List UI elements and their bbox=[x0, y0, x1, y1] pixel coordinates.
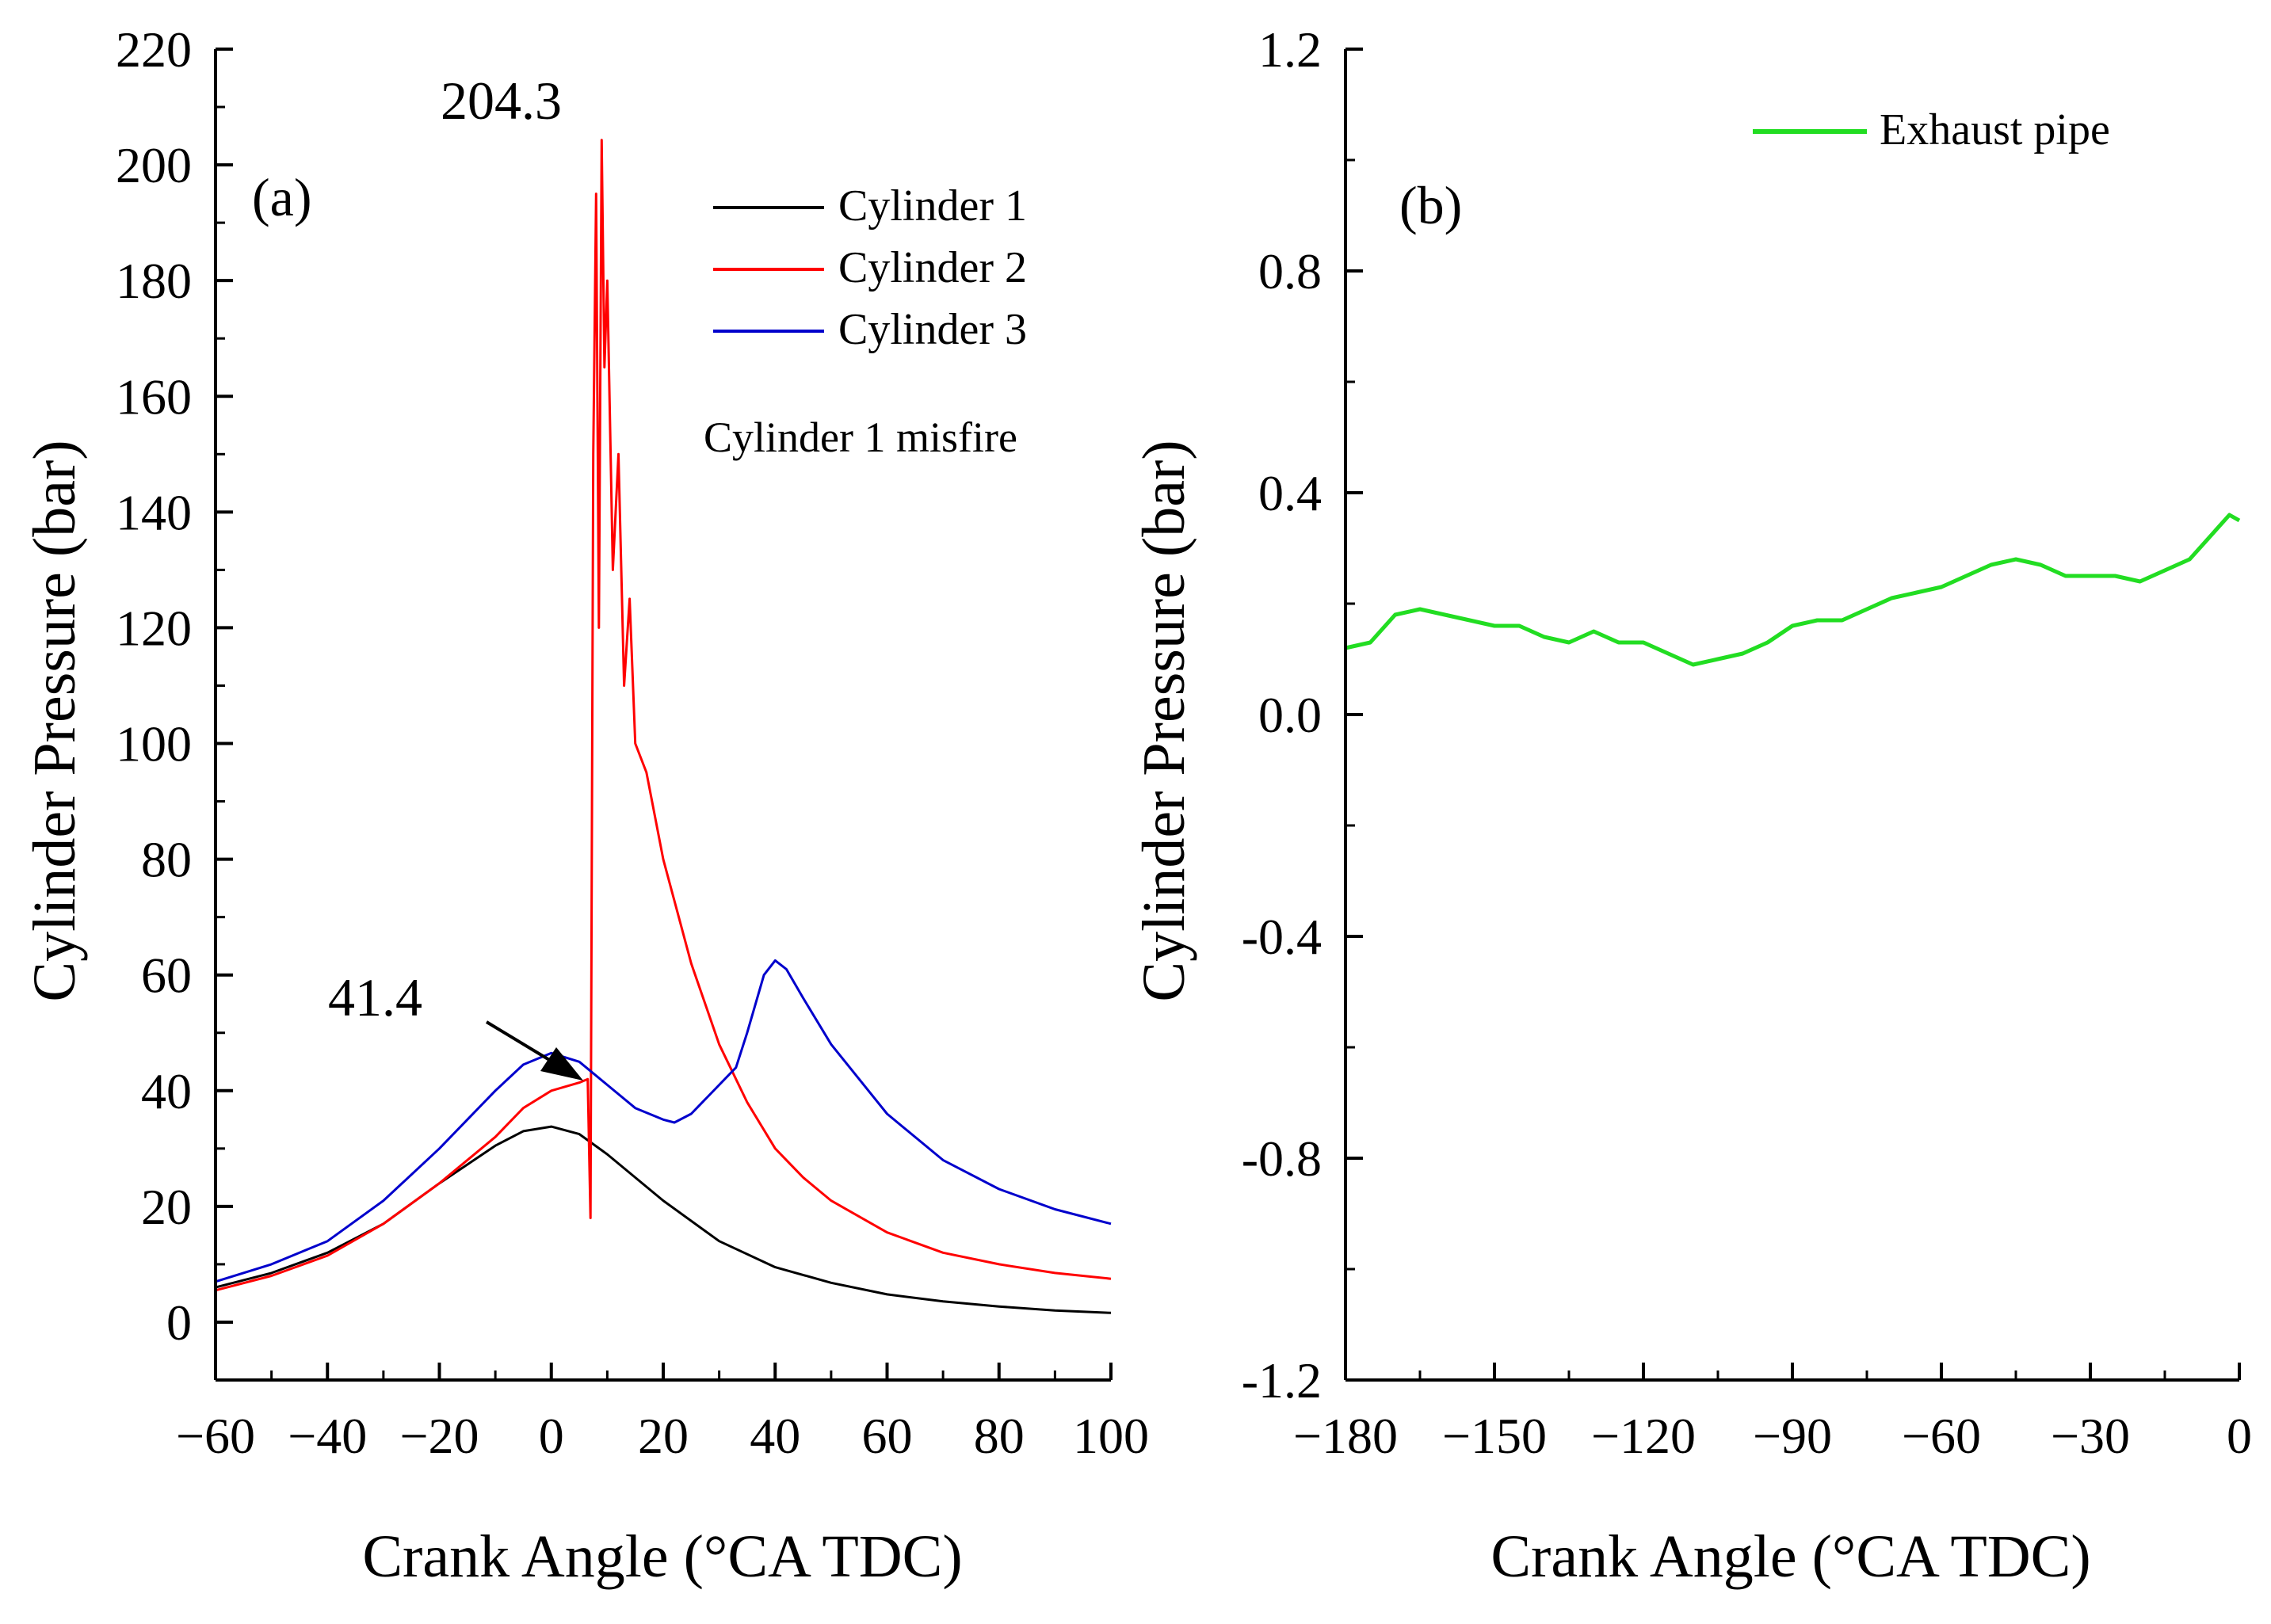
panel-b-axes bbox=[1344, 49, 2239, 1382]
panel-b-legend: Exhaust pipe bbox=[1753, 105, 2110, 154]
x-tick-label: 100 bbox=[1073, 1408, 1149, 1464]
panel-a-tag: (a) bbox=[252, 167, 311, 227]
peak-label-204: 204.3 bbox=[441, 71, 562, 131]
x-tick-label: −30 bbox=[2051, 1408, 2130, 1464]
y-tick-label: 0.8 bbox=[1258, 243, 1322, 299]
y-tick-label: 1.2 bbox=[1258, 21, 1322, 78]
y-tick-label: -0.8 bbox=[1242, 1130, 1322, 1187]
y-tick-label: 220 bbox=[116, 21, 192, 78]
panel-a-x-axis-title: Crank Angle (°CA TDC) bbox=[362, 1523, 962, 1590]
panel-b-ticks: −180 −150 −120 −90 −60 −30 0 -1.2 -0.8 -0.4 0.0 0.4… bbox=[1242, 21, 2252, 1464]
x-tick-label: −150 bbox=[1442, 1408, 1547, 1464]
peak-label-41: 41.4 bbox=[328, 967, 422, 1027]
panel-b-chart: −180 −150 −120 −90 −60 −30 0 -1.2 -0.8 -0.4 0.0 0.4… bbox=[1131, 21, 2252, 1590]
y-tick-label: 0 bbox=[166, 1294, 192, 1351]
panel-a-ticks: −60 −40 −20 0 20 40 60 80 100 0 20 40 60 80 100 120 140 1… bbox=[116, 21, 1149, 1464]
x-tick-label: −60 bbox=[1902, 1408, 1981, 1464]
panel-a-chart: −60 −40 −20 0 20 40 60 80 100 0 20 40 60 80 100 120 140 1… bbox=[21, 21, 1149, 1590]
y-tick-label: 200 bbox=[116, 137, 192, 193]
panel-b-series bbox=[1345, 513, 2241, 667]
panel-a-y-axis-title: Cylinder Pressure (bar) bbox=[21, 440, 88, 1001]
x-tick-label: −20 bbox=[399, 1408, 479, 1464]
legend-label: Cylinder 3 bbox=[838, 305, 1027, 354]
panel-b-x-axis-title: Crank Angle (°CA TDC) bbox=[1490, 1523, 2090, 1590]
x-tick-label: 0 bbox=[2227, 1408, 2252, 1464]
x-tick-label: −90 bbox=[1753, 1408, 1832, 1464]
y-tick-label: 140 bbox=[116, 484, 192, 540]
x-tick-label: 0 bbox=[539, 1408, 564, 1464]
legend-label: Cylinder 2 bbox=[838, 243, 1027, 292]
y-tick-label: 0.0 bbox=[1258, 687, 1322, 743]
x-tick-label: 80 bbox=[974, 1408, 1025, 1464]
misfire-annotation: Cylinder 1 misfire bbox=[704, 414, 1017, 461]
series-line-3 bbox=[215, 959, 1112, 1283]
y-tick-label: -1.2 bbox=[1242, 1352, 1322, 1409]
panel-b-y-axis-title: Cylinder Pressure (bar) bbox=[1131, 440, 1197, 1001]
x-tick-label: −120 bbox=[1591, 1408, 1696, 1464]
panel-b-tag: (b) bbox=[1399, 175, 1462, 235]
peak-arrow bbox=[485, 1020, 583, 1081]
panel-a-series bbox=[215, 139, 1112, 1314]
y-tick-label: 0.4 bbox=[1258, 465, 1322, 521]
y-tick-label: 120 bbox=[116, 600, 192, 656]
x-tick-label: 40 bbox=[750, 1408, 800, 1464]
y-tick-label: 20 bbox=[141, 1179, 192, 1235]
x-tick-label: −40 bbox=[288, 1408, 367, 1464]
y-tick-label: 180 bbox=[116, 253, 192, 309]
x-tick-label: 60 bbox=[862, 1408, 913, 1464]
legend-label: Cylinder 1 bbox=[838, 181, 1027, 231]
panel-a-legend: Cylinder 1 Cylinder 2 Cylinder 3 bbox=[713, 181, 1027, 354]
y-tick-label: 160 bbox=[116, 368, 192, 425]
series-line-1 bbox=[1345, 513, 2241, 667]
legend-label: Exhaust pipe bbox=[1880, 105, 2110, 154]
series-line-2 bbox=[215, 139, 1112, 1292]
y-tick-label: -0.4 bbox=[1242, 909, 1322, 965]
series-line-1 bbox=[215, 1125, 1112, 1314]
x-tick-label: −180 bbox=[1293, 1408, 1398, 1464]
x-tick-label: 20 bbox=[638, 1408, 689, 1464]
y-tick-label: 80 bbox=[141, 832, 192, 888]
y-tick-label: 60 bbox=[141, 947, 192, 1004]
x-tick-label: −60 bbox=[176, 1408, 255, 1464]
y-tick-label: 100 bbox=[116, 716, 192, 772]
y-tick-label: 40 bbox=[141, 1063, 192, 1119]
